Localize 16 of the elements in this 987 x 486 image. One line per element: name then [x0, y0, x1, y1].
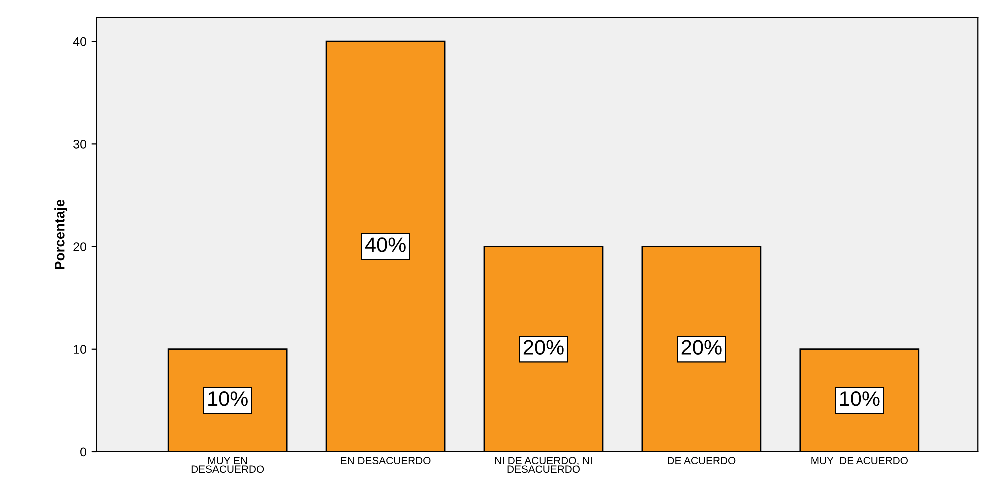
x-tick-label: DE ACUERDO: [668, 457, 736, 464]
x-tick-label: MUY EN DESACUERDO: [192, 457, 264, 474]
x-tick-label: MUY DE ACUERDO: [812, 457, 908, 464]
y-tick-label: 30: [74, 140, 87, 149]
x-tick-label: EN DESACUERDO: [341, 457, 431, 464]
y-tick-label: 20: [74, 242, 87, 252]
y-tick-label: 40: [73, 37, 87, 46]
y-tick-label: 10: [74, 345, 87, 354]
data-label: 20%: [524, 340, 564, 355]
data-label: 40%: [365, 238, 406, 252]
data-label: 20%: [682, 340, 722, 355]
x-tick-label: NI DE ACUERDO, NI DESACUERDO: [495, 457, 592, 474]
data-label: 10%: [208, 392, 248, 406]
data-label: 10%: [840, 392, 880, 406]
y-tick-label: 0: [80, 448, 87, 457]
y-axis-title: Porcentaje: [54, 200, 68, 270]
